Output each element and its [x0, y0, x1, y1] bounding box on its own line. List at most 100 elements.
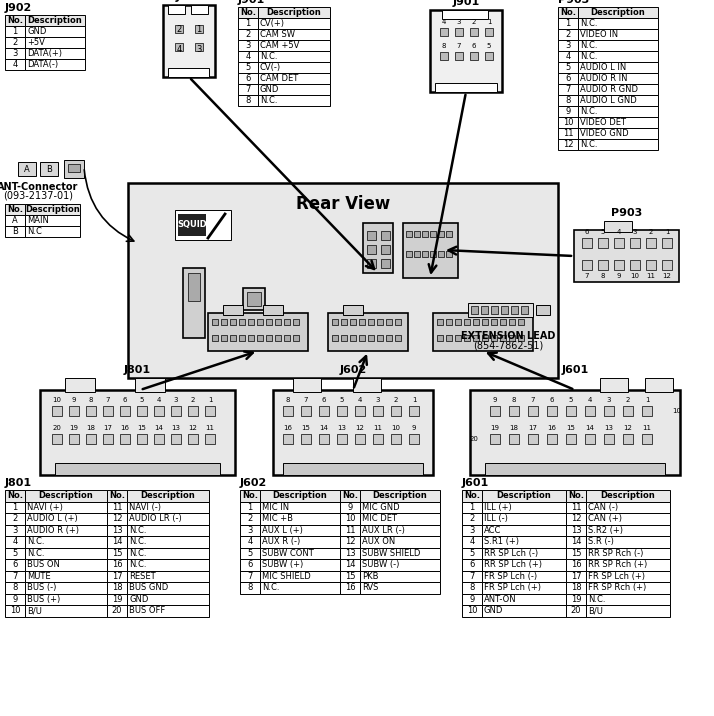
Bar [468, 303, 533, 317]
Bar [257, 335, 263, 341]
Bar [25, 582, 107, 594]
Text: Description: Description [497, 491, 551, 500]
Text: 18: 18 [86, 425, 96, 431]
Circle shape [416, 301, 420, 305]
Bar [353, 378, 381, 392]
Text: 10: 10 [563, 118, 573, 127]
Bar [482, 525, 566, 536]
Bar [341, 319, 347, 325]
Bar [340, 490, 360, 501]
Bar [462, 513, 482, 525]
Bar [642, 434, 652, 444]
Bar [462, 605, 482, 616]
Text: N.C.: N.C. [580, 52, 598, 61]
Bar [107, 536, 127, 548]
Bar [578, 73, 658, 84]
Bar [355, 406, 365, 416]
Bar [566, 605, 586, 616]
Bar [127, 501, 209, 513]
Text: 7: 7 [457, 43, 461, 49]
Bar [238, 95, 258, 106]
Text: SUBW CONT: SUBW CONT [262, 548, 313, 558]
Bar [5, 59, 25, 70]
Text: 7: 7 [469, 572, 475, 581]
Bar [578, 7, 658, 18]
Circle shape [248, 298, 258, 308]
Text: 5: 5 [569, 397, 573, 403]
Bar [293, 319, 299, 325]
Bar [558, 29, 578, 40]
Text: 1: 1 [412, 397, 416, 403]
Text: A: A [12, 216, 18, 225]
Bar [240, 490, 260, 501]
Text: AUX ON: AUX ON [362, 537, 396, 546]
Text: S.R1 (+): S.R1 (+) [484, 537, 519, 546]
Bar [5, 605, 25, 616]
Bar [65, 378, 95, 392]
Text: 4: 4 [358, 397, 362, 403]
Bar [68, 164, 80, 172]
Bar [455, 319, 461, 325]
Bar [482, 559, 566, 571]
Text: P903: P903 [611, 208, 642, 218]
Text: VIDEO IN: VIDEO IN [580, 30, 618, 39]
Text: 5: 5 [469, 548, 475, 558]
Text: 8: 8 [12, 584, 18, 592]
Text: 12: 12 [663, 273, 671, 279]
Bar [482, 335, 488, 341]
Circle shape [251, 301, 255, 305]
Text: 16: 16 [111, 560, 122, 569]
Bar [127, 605, 209, 616]
Text: CAN (+): CAN (+) [588, 514, 622, 523]
Text: 12: 12 [563, 140, 573, 149]
Bar [440, 28, 448, 36]
Text: J602: J602 [240, 478, 267, 488]
Bar [25, 59, 85, 70]
Text: 8: 8 [286, 397, 291, 403]
Bar [566, 582, 586, 594]
Bar [446, 319, 452, 325]
Text: 13: 13 [605, 425, 613, 431]
Bar [86, 434, 96, 444]
Text: 20: 20 [570, 606, 581, 615]
Text: 6: 6 [12, 560, 18, 569]
Bar [263, 305, 283, 315]
Text: 2: 2 [469, 514, 475, 523]
Bar [645, 378, 673, 392]
Text: 7: 7 [106, 397, 110, 403]
Bar [471, 306, 478, 314]
Text: 8: 8 [565, 96, 570, 105]
Bar [586, 513, 670, 525]
Text: 14: 14 [112, 537, 122, 546]
Bar [107, 501, 127, 513]
Circle shape [537, 357, 543, 363]
Text: 13: 13 [111, 526, 122, 535]
Text: AUDIO R IN: AUDIO R IN [580, 74, 628, 83]
Bar [586, 605, 670, 616]
Bar [490, 406, 500, 416]
Bar [435, 83, 497, 92]
Bar [462, 525, 482, 536]
Bar [578, 62, 658, 73]
Bar [25, 571, 107, 582]
Text: 3: 3 [174, 397, 178, 403]
Circle shape [413, 298, 423, 308]
Bar [107, 525, 127, 536]
Bar [25, 226, 80, 237]
Text: No.: No. [242, 491, 258, 500]
Text: N.C.: N.C. [580, 41, 598, 50]
Text: 4: 4 [565, 52, 570, 61]
Bar [25, 490, 107, 501]
Text: 5: 5 [565, 63, 570, 72]
Bar [5, 15, 25, 26]
Text: 5: 5 [246, 63, 251, 72]
Bar [578, 51, 658, 62]
Text: S.R2 (+): S.R2 (+) [588, 526, 623, 535]
Bar [482, 605, 566, 616]
Bar [586, 501, 670, 513]
Bar [558, 95, 578, 106]
Text: AUDIO R GND: AUDIO R GND [580, 85, 638, 94]
Bar [536, 305, 550, 315]
Bar [238, 18, 258, 29]
Text: N.C.: N.C. [129, 526, 146, 535]
